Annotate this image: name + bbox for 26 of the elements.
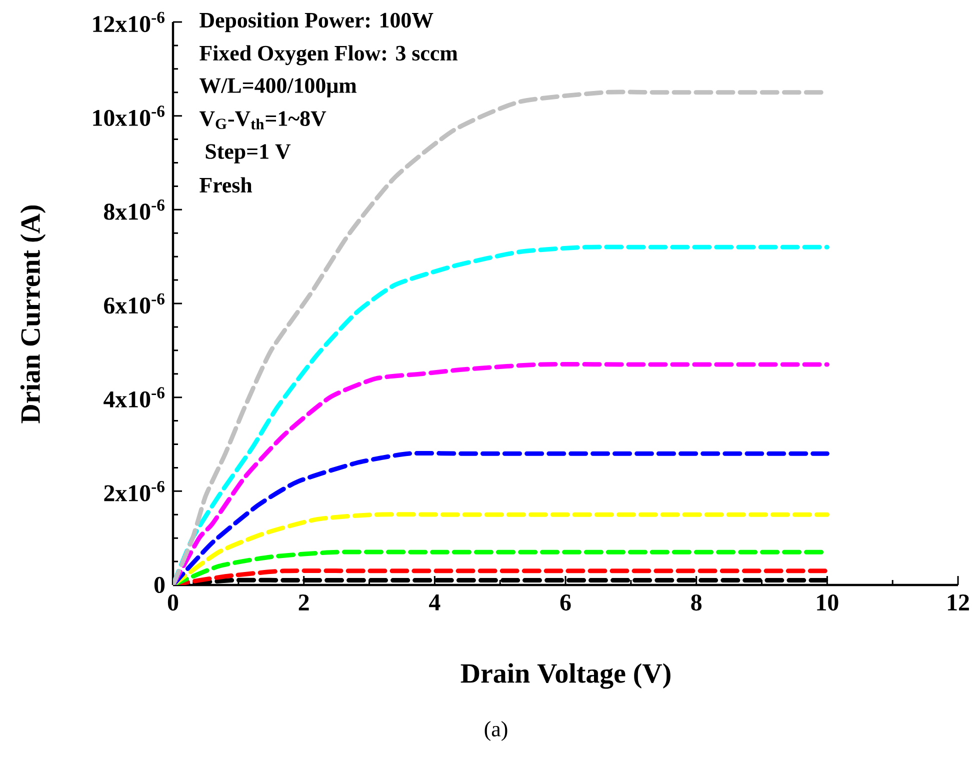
- line-series: [173, 450, 830, 585]
- annotation: Deposition Power: 100W: [200, 12, 434, 32]
- y-axis-title: Drian Current (A): [20, 205, 46, 424]
- y-tick-label: 0: [154, 576, 165, 594]
- annotation: Fixed Oxygen Flow: 3 sccm: [200, 45, 458, 66]
- y-tick-label: 10x10$^{-6}$: [93, 106, 164, 126]
- line-series: [173, 512, 830, 585]
- y-tick-label: 8x10$^{-6}$: [104, 199, 164, 220]
- annotation: Fresh: [200, 177, 252, 193]
- annotation: Step=1 V: [206, 144, 291, 164]
- annotation: V$_{G}$-V$_{th}$=1~8V: [199, 111, 326, 130]
- text: (a): [484, 721, 508, 741]
- y-tick-label: 4x10$^{-6}$: [104, 387, 164, 408]
- line-series: [173, 362, 830, 585]
- annotation: W/L=400/100μm: [200, 78, 356, 98]
- x-tick-label: 8: [691, 594, 702, 611]
- x-tick-label: 12: [948, 594, 969, 610]
- y-tick-label: 2x10$^{-6}$: [104, 481, 164, 502]
- x-tick-label: 2: [298, 594, 309, 610]
- x-tick-label: 4: [429, 594, 440, 610]
- x-tick-label: 10: [817, 594, 838, 611]
- y-tick-label: 12x10$^{-6}$: [93, 12, 164, 32]
- x-tick-label: 0: [168, 594, 178, 611]
- y-tick-label: 6x10$^{-6}$: [104, 293, 164, 314]
- x-axis-title: Drain Voltage (V): [460, 663, 670, 689]
- x-tick-label: 6: [560, 594, 571, 611]
